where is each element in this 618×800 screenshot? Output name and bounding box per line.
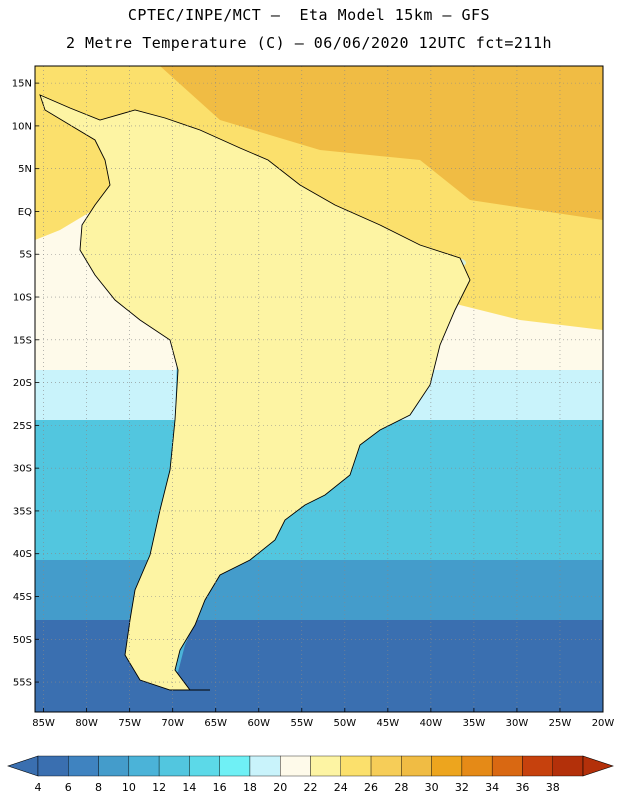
colorbar-label: 26 — [364, 781, 378, 794]
longitude-label: 55W — [290, 718, 313, 729]
longitude-label: 35W — [463, 718, 486, 729]
longitude-label: 25W — [549, 718, 572, 729]
colorbar-label: 30 — [425, 781, 439, 794]
colorbar-swatch — [401, 755, 432, 777]
latitude-label: 15S — [13, 335, 32, 346]
longitude-label: 80W — [75, 718, 98, 729]
colorbar-label: 24 — [334, 781, 348, 794]
latitude-label: 10S — [13, 293, 32, 304]
colorbar-swatch — [128, 755, 160, 777]
colorbar-swatch — [522, 755, 553, 777]
colorbar-swatch — [310, 755, 341, 777]
colorbar-swatch — [491, 755, 523, 777]
longitude-label: 75W — [118, 718, 141, 729]
colorbar-swatch — [280, 755, 311, 777]
temperature-colorbar: 4 6 8 10 12 14 16 18 20 22 24 26 28 30 32 34 36 38 — [7, 755, 614, 794]
longitude-label: 60W — [247, 718, 270, 729]
colorbar-swatch — [552, 755, 584, 777]
latitude-label: 45S — [13, 592, 32, 603]
colorbar-label: 32 — [455, 781, 469, 794]
colorbar-label: 18 — [243, 781, 257, 794]
colorbar-min-arrow — [7, 755, 39, 777]
latitude-label: 30S — [13, 464, 32, 475]
colorbar-swatch — [158, 755, 190, 777]
longitude-label: 50W — [334, 718, 357, 729]
longitude-label: 40W — [420, 718, 443, 729]
colorbar-max-arrow — [582, 755, 614, 777]
colorbar-swatch — [461, 755, 493, 777]
longitude-label: 70W — [161, 718, 184, 729]
colorbar-label: 28 — [394, 781, 408, 794]
latitude-labels: 15N 10N 5N EQ 5S 10S 15S 20S 25S 30S 35S 40S 45S 50S 5… — [12, 79, 39, 689]
colorbar-label: 10 — [122, 781, 136, 794]
colorbar-swatch — [37, 755, 69, 777]
longitude-label: 65W — [204, 718, 227, 729]
latitude-label: 20S — [13, 378, 32, 389]
colorbar-swatch — [431, 755, 463, 777]
colorbar-label: 16 — [213, 781, 227, 794]
colorbar-swatch — [249, 755, 281, 777]
map-frame — [34, 65, 604, 713]
colorbar-label: 4 — [35, 781, 42, 794]
colorbar-label: 38 — [546, 781, 560, 794]
lat-lon-grid — [35, 66, 603, 712]
longitude-labels: 85W 80W 75W 70W 65W 60W 55W 50W 45W 40W 35W 30W 25W 2… — [32, 708, 614, 729]
colorbar-label: 22 — [304, 781, 318, 794]
latitude-label: 5S — [19, 250, 32, 261]
colorbar-label: 36 — [515, 781, 529, 794]
colorbar-label: 34 — [485, 781, 499, 794]
latitude-label: 35S — [13, 506, 32, 517]
colorbar-label: 12 — [152, 781, 166, 794]
latitude-label: 5N — [18, 164, 32, 175]
colorbar-swatch — [68, 755, 99, 777]
colorbar-swatch — [340, 755, 372, 777]
latitude-label: 40S — [13, 549, 32, 560]
longitude-label: 20W — [592, 718, 615, 729]
latitude-label: 55S — [13, 678, 32, 689]
colorbar-swatch — [189, 755, 220, 777]
longitude-label: 30W — [506, 718, 529, 729]
latitude-label: 50S — [13, 635, 32, 646]
latitude-label: 10N — [12, 121, 32, 132]
chart-title: CPTEC/INPE/MCT – Eta Model 15km – GFS — [127, 6, 491, 24]
colorbar-label: 8 — [95, 781, 102, 794]
colorbar-swatch — [98, 755, 130, 777]
colorbar-swatch — [219, 755, 251, 777]
colorbar-label: 6 — [65, 781, 72, 794]
latitude-label: 25S — [13, 421, 32, 432]
latitude-label: 15N — [12, 79, 32, 90]
latitude-label: EQ — [18, 207, 32, 218]
longitude-label: 45W — [377, 718, 400, 729]
colorbar-label: 14 — [182, 781, 196, 794]
colorbar-label: 20 — [273, 781, 287, 794]
chart-subtitle: 2 Metre Temperature (C) – 06/06/2020 12U… — [65, 34, 553, 52]
colorbar-swatch — [370, 755, 402, 777]
longitude-label: 85W — [32, 718, 55, 729]
